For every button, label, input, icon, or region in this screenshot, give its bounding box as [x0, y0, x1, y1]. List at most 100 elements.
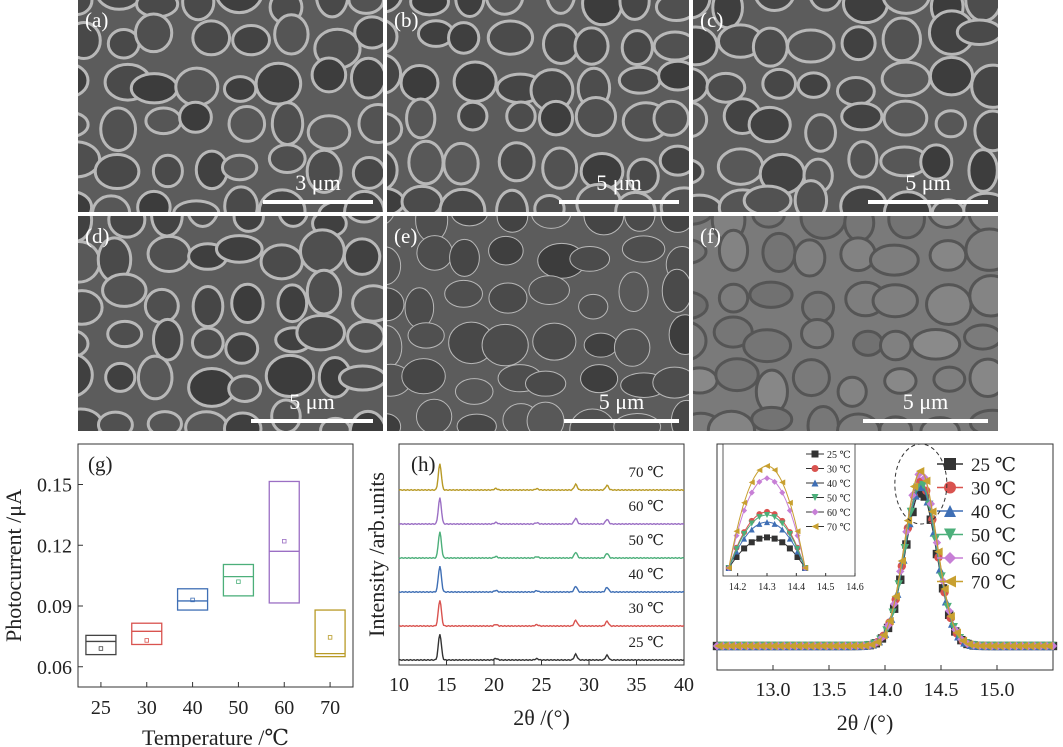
sem-grain: [78, 216, 94, 243]
marker: [1001, 641, 1010, 651]
marker: [952, 628, 961, 637]
sem-grain: [657, 59, 689, 92]
sem-grain: [618, 271, 649, 313]
sem-grain: [337, 364, 383, 392]
sem-grain: [967, 148, 998, 193]
marker: [786, 535, 793, 542]
marker: [805, 641, 815, 651]
y-axis-title: Photocurrent /μA: [1, 489, 26, 642]
sem-grain: [190, 326, 225, 359]
marker: [873, 637, 882, 647]
marker: [885, 616, 894, 626]
marker: [812, 641, 821, 651]
sem-grain: [927, 216, 966, 229]
sem-grain: [254, 61, 303, 106]
panel-label: (g): [88, 452, 113, 476]
legend-label: 70 ℃: [971, 573, 1016, 594]
sem-grain: [693, 25, 719, 67]
sem-grain: [804, 113, 837, 153]
sem-grain: [91, 194, 132, 212]
marker: [787, 641, 797, 651]
sem-grain: [533, 193, 566, 212]
sem-grain: [541, 146, 579, 190]
sem-grain: [835, 76, 876, 107]
sem-grain: [809, 0, 842, 12]
chart-i: (i)13.013.514.014.515.025 ℃30 ℃40 ℃50 ℃6…: [705, 436, 1063, 747]
sem-grain: [351, 156, 383, 190]
sem-grain: [485, 0, 524, 16]
sem-grain: [693, 101, 709, 138]
marker: [970, 641, 980, 650]
marker: [836, 641, 845, 651]
scale-bar-label: 5 μm: [289, 389, 335, 414]
x-tick-label: 30: [579, 674, 599, 696]
sem-grain: [928, 239, 968, 272]
sem-grain: [652, 366, 689, 399]
marker: [741, 535, 748, 542]
inset-legend-label: 30 ℃: [827, 465, 851, 476]
sem-grain: [399, 63, 440, 102]
scale-bar-line: [251, 419, 373, 423]
y-tick-label: 0.12: [37, 535, 72, 557]
sem-grain: [444, 279, 483, 308]
box: [268, 480, 300, 604]
sem-grain: [925, 283, 973, 327]
sem-grain: [761, 231, 797, 274]
sem-grain: [220, 153, 259, 182]
scale-bar-line: [868, 200, 988, 204]
sem-grain: [415, 398, 453, 431]
sem-grain: [438, 187, 487, 212]
sem-grain: [583, 216, 625, 236]
sem-grain: [93, 152, 141, 191]
marker: [915, 466, 925, 476]
x-axis-title: Temperature /℃: [142, 725, 289, 747]
marker: [779, 526, 786, 533]
marker: [741, 507, 748, 514]
panel-label: (h): [411, 452, 436, 476]
x-tick-label: 13.5: [812, 679, 847, 701]
sem-grain: [270, 101, 305, 147]
marker: [756, 520, 763, 527]
marker: [748, 489, 755, 496]
sem-grain: [934, 109, 967, 139]
sem-grain: [347, 0, 383, 15]
sem-grain: [693, 238, 708, 265]
sem-grain: [214, 234, 264, 264]
sem-grain: [401, 358, 446, 395]
marker: [1044, 641, 1053, 651]
marker: [741, 545, 748, 552]
sem-grain: [342, 237, 382, 276]
series-line: [398, 463, 685, 492]
sem-grain: [806, 404, 840, 431]
marker: [944, 575, 956, 588]
marker: [1007, 641, 1016, 651]
series-label: 70 ℃: [628, 465, 664, 481]
sem-grain: [868, 243, 920, 277]
marker: [1013, 641, 1023, 651]
marker: [1025, 641, 1035, 651]
sem-grain: [387, 53, 403, 95]
sem-grain: [495, 188, 529, 212]
sem-grain: [178, 100, 213, 134]
x-tick-label: 70: [320, 697, 340, 719]
sem-grain: [78, 112, 90, 138]
sem-grain: [273, 13, 310, 56]
sem-grain: [295, 313, 346, 352]
panel-label: (e): [394, 224, 418, 248]
sem-grain: [751, 216, 786, 229]
inset-x-tick-label: 14.6: [846, 582, 864, 593]
scale-bar-label: 5 μm: [598, 389, 645, 414]
sem-panel-d: (d) 5 μm: [78, 216, 383, 431]
sem-grain: [748, 280, 794, 309]
marker: [748, 520, 755, 527]
sem-grain: [693, 366, 719, 395]
marker: [725, 565, 732, 571]
sem-grain: [796, 71, 831, 99]
sem-grain: [716, 147, 765, 186]
sem-grain: [706, 409, 757, 431]
marker: [741, 531, 748, 538]
sem-grain: [97, 0, 141, 11]
sem-grain: [310, 56, 348, 94]
marker: [764, 463, 770, 469]
sem-grain: [569, 246, 611, 272]
